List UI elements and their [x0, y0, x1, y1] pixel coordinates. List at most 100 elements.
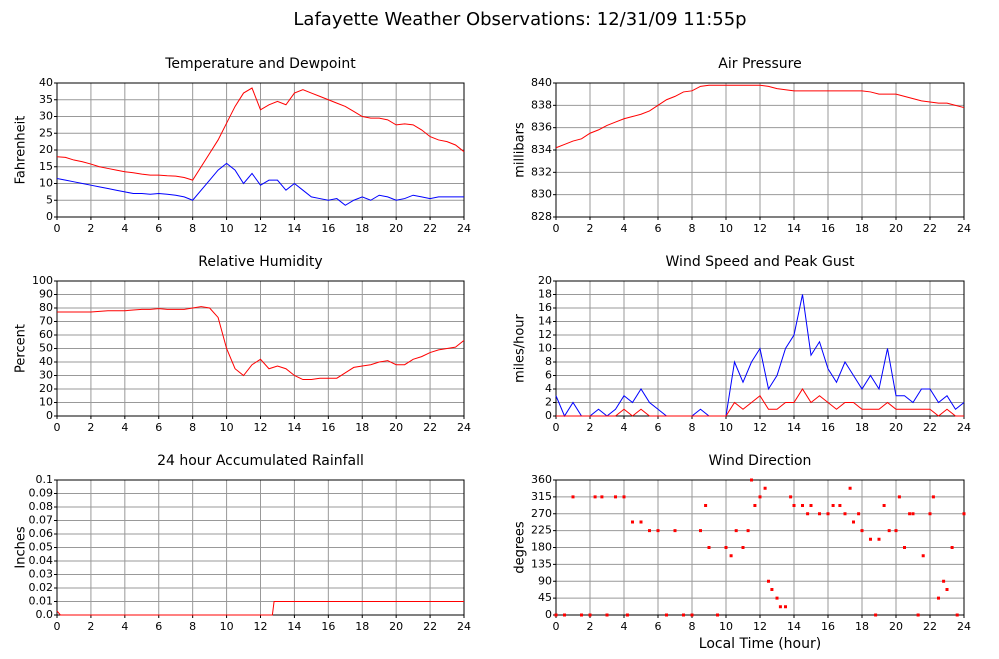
- y-axis-label: degrees: [513, 521, 528, 574]
- chart-title: Air Pressure: [718, 56, 801, 72]
- data-point: [894, 529, 898, 533]
- x-tick-label: 8: [189, 620, 196, 633]
- x-tick-label: 24: [457, 222, 471, 235]
- data-point: [716, 613, 719, 617]
- x-tick-label: 4: [621, 620, 628, 633]
- y-tick-label: 14: [538, 315, 552, 328]
- x-tick-label: 24: [457, 421, 471, 434]
- data-point: [763, 486, 767, 490]
- x-tick-label: 22: [923, 620, 937, 633]
- data-point: [593, 495, 597, 499]
- y-tick-label: 0: [46, 210, 53, 223]
- x-tick-label: 20: [889, 620, 903, 633]
- chart-title: Relative Humidity: [198, 254, 322, 270]
- data-point: [600, 495, 604, 499]
- x-tick-label: 16: [321, 222, 335, 235]
- data-point: [750, 478, 753, 482]
- y-tick-label: 8: [545, 355, 552, 368]
- x-tick-label: 0: [54, 421, 61, 434]
- y-axis-label: Percent: [14, 324, 29, 373]
- y-tick-label: 90: [39, 288, 53, 301]
- x-tick-label: 16: [321, 421, 335, 434]
- x-tick-label: 20: [389, 421, 403, 434]
- y-tick-label: 90: [538, 574, 552, 587]
- data-point: [843, 512, 847, 516]
- y-tick-label: 0.1: [36, 473, 54, 486]
- data-point: [746, 529, 750, 533]
- data-point: [937, 596, 940, 600]
- data-point: [911, 512, 915, 516]
- data-point: [887, 529, 891, 533]
- x-tick-label: 10: [719, 222, 733, 235]
- x-tick-label: 0: [54, 222, 61, 235]
- data-point: [784, 605, 787, 609]
- x-tick-label: 12: [254, 620, 268, 633]
- x-tick-label: 22: [423, 620, 437, 633]
- y-axis-label: millibars: [513, 122, 528, 178]
- y-tick-label: 20: [39, 382, 53, 395]
- y-tick-label: 0.04: [29, 554, 54, 567]
- data-point: [908, 512, 912, 516]
- x-tick-label: 12: [254, 222, 268, 235]
- data-point: [588, 613, 592, 617]
- data-line: [556, 388, 964, 417]
- data-point: [734, 529, 738, 533]
- data-point: [831, 504, 835, 507]
- data-point: [792, 504, 796, 507]
- data-point: [622, 495, 626, 499]
- y-tick-label: 0: [545, 608, 552, 621]
- x-tick-label: 10: [719, 421, 733, 434]
- x-tick-label: 2: [87, 421, 94, 434]
- y-tick-label: 836: [531, 121, 552, 134]
- y-tick-label: 832: [531, 165, 552, 178]
- y-tick-label: 80: [39, 301, 53, 314]
- chart-title: 24 hour Accumulated Rainfall: [157, 453, 364, 469]
- y-tick-label: 5: [46, 193, 53, 206]
- x-tick-label: 22: [923, 222, 937, 235]
- x-tick-label: 2: [587, 620, 594, 633]
- y-tick-label: 70: [39, 315, 53, 328]
- x-tick-label: 12: [254, 421, 268, 434]
- x-tick-label: 20: [889, 421, 903, 434]
- data-point: [673, 529, 677, 533]
- data-point: [648, 529, 651, 533]
- y-tick-label: 834: [531, 143, 552, 156]
- y-tick-label: 180: [531, 541, 552, 554]
- x-tick-label: 12: [753, 421, 767, 434]
- x-tick-label: 20: [389, 620, 403, 633]
- y-tick-label: 828: [531, 210, 552, 223]
- x-tick-label: 14: [787, 222, 801, 235]
- x-tick-label: 24: [957, 421, 971, 434]
- y-tick-label: 10: [39, 396, 53, 409]
- data-line: [57, 306, 465, 381]
- data-point: [869, 537, 872, 541]
- data-point: [767, 579, 770, 583]
- data-point: [860, 529, 864, 533]
- data-point: [838, 504, 842, 507]
- plot-frame: [555, 280, 965, 417]
- y-tick-label: 838: [531, 98, 552, 111]
- y-tick-label: 50: [39, 342, 53, 355]
- data-point: [848, 486, 852, 490]
- x-tick-label: 18: [355, 222, 369, 235]
- x-tick-label: 6: [155, 421, 162, 434]
- plot-frame: [56, 280, 465, 417]
- data-point: [945, 588, 949, 591]
- x-tick-label: 10: [719, 620, 733, 633]
- x-tick-label: 16: [821, 421, 835, 434]
- y-axis-label: miles/hour: [513, 313, 528, 382]
- x-tick-label: 16: [821, 620, 835, 633]
- data-point: [775, 596, 779, 600]
- x-tick-label: 8: [189, 222, 196, 235]
- y-tick-label: 20: [538, 274, 552, 287]
- x-tick-label: 10: [220, 620, 234, 633]
- x-tick-label: 18: [855, 222, 869, 235]
- y-tick-label: 20: [39, 143, 53, 156]
- data-line: [56, 162, 464, 206]
- x-tick-label: 4: [621, 222, 628, 235]
- chart-title: Temperature and Dewpoint: [164, 56, 356, 72]
- y-tick-label: 30: [39, 110, 53, 123]
- data-point: [950, 546, 954, 549]
- x-tick-label: 24: [457, 620, 471, 633]
- y-tick-label: 60: [39, 328, 53, 341]
